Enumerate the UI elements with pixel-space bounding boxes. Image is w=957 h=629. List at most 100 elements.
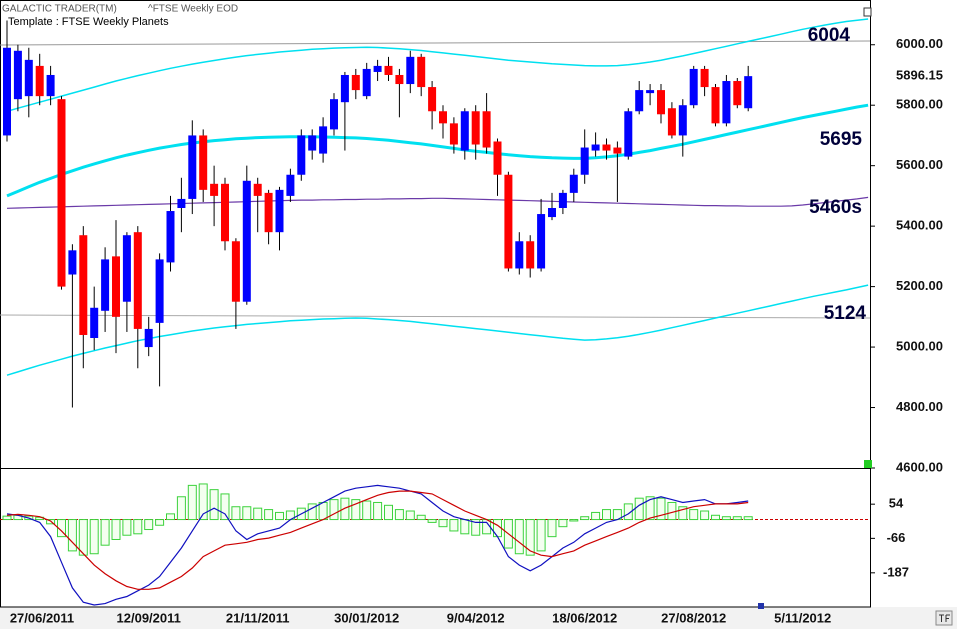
annotation: 5124: [824, 303, 867, 324]
histogram-bar: [514, 519, 524, 555]
candle-body: [13, 50, 22, 100]
scroll-marker[interactable]: [758, 603, 764, 609]
candle-body: [733, 81, 742, 106]
candle-body: [635, 90, 644, 112]
histogram-bar: [231, 506, 241, 521]
histogram-bar: [220, 493, 230, 521]
histogram-bar: [67, 519, 77, 552]
histogram-bar: [645, 496, 655, 521]
y-tick-label: 4600.00: [896, 459, 943, 474]
candle-body: [722, 81, 731, 124]
candle-body: [264, 192, 273, 233]
histogram-bar: [166, 513, 175, 521]
y-tick-label: 6000.00: [896, 36, 943, 51]
marks: 4600.00 4800.00 5000.00 5200.00 5400.00 5600.…: [0, 18, 943, 625]
overlay-line: [6, 103, 869, 198]
candle-body: [199, 135, 208, 190]
histogram-bar: [329, 499, 339, 521]
histogram-bar: [144, 519, 154, 531]
histogram-bar: [427, 519, 437, 523]
candle-body: [711, 87, 720, 124]
y-tick-label: 5400.00: [896, 218, 943, 233]
histogram-bar: [471, 519, 481, 536]
histogram-bar: [656, 497, 666, 521]
macd-line: [6, 490, 749, 590]
candle-body: [417, 56, 426, 88]
candle-body: [79, 235, 88, 335]
candle-body: [558, 192, 567, 208]
candle-body: [667, 108, 676, 136]
histogram-bar: [405, 510, 415, 521]
histogram-bar: [602, 509, 611, 521]
histogram-bar: [242, 506, 252, 521]
histogram-bar: [678, 506, 688, 521]
candle-body: [177, 198, 186, 208]
candle-body: [515, 241, 524, 269]
candle-body: [319, 126, 328, 154]
histogram-bar: [416, 514, 426, 521]
date-strip: [0, 607, 957, 629]
x-tick-label: 9/04/2012: [447, 610, 505, 625]
histogram-bar: [89, 519, 99, 555]
candle-body: [624, 111, 633, 157]
histogram-bar: [438, 519, 448, 528]
macd-line: [6, 484, 749, 606]
candle-body: [210, 183, 219, 196]
y-tick-label: 5000.00: [896, 339, 943, 354]
candle-body: [155, 259, 164, 323]
histogram-bar: [569, 519, 579, 522]
histogram-bar: [634, 497, 644, 521]
candle-body: [112, 256, 120, 317]
level-line: [0, 314, 871, 319]
candle-body: [449, 123, 458, 145]
candle-body: [122, 235, 131, 302]
histogram-bar: [373, 501, 383, 521]
histogram-bar: [155, 519, 165, 526]
histogram-bar: [187, 484, 197, 521]
candle-body: [591, 144, 600, 151]
x-tick-label: 12/09/2011: [117, 610, 181, 625]
y-tick-label: 5600.00: [896, 157, 943, 172]
histogram-bar: [133, 519, 143, 535]
tf-button[interactable]: [935, 610, 953, 626]
histogram-bar: [318, 501, 328, 521]
histogram-bar: [384, 504, 393, 521]
panel-handle[interactable]: [864, 460, 872, 468]
histogram-bar: [351, 499, 361, 521]
candle-body: [3, 47, 11, 136]
candle-body: [166, 211, 175, 263]
candle-body: [678, 105, 687, 136]
y-tick-label: 5800.00: [896, 97, 943, 112]
annotation: 6004: [808, 25, 851, 46]
level-line: [0, 40, 871, 46]
macd-panel-frame: [0, 468, 871, 608]
candle-body: [351, 74, 360, 91]
histogram-bar: [209, 489, 219, 521]
candle-body: [580, 147, 589, 175]
panel-button[interactable]: [863, 7, 872, 17]
histogram-bar: [689, 509, 699, 521]
x-tick-label: 27/08/2012: [661, 610, 726, 625]
y-tick-label: -187: [883, 564, 909, 579]
candle-body: [308, 135, 317, 151]
histogram-bar: [667, 501, 677, 521]
candle-body: [569, 174, 578, 193]
histogram-bar: [100, 519, 110, 546]
candle-body: [242, 180, 251, 302]
candle-body: [493, 141, 502, 175]
x-tick-label: 27/06/2011: [10, 610, 74, 625]
candle-body: [101, 259, 110, 311]
candle-body: [362, 68, 371, 97]
histogram-bar: [198, 483, 208, 521]
candle-body: [253, 183, 262, 196]
overlay-line: [6, 196, 869, 209]
template-name: Template : FTSE Weekly Planets: [8, 16, 169, 28]
annotation: 5695: [820, 129, 863, 150]
candle-body: [221, 183, 229, 242]
last-close-label: 5896.15: [896, 68, 943, 83]
histogram-bar: [253, 507, 263, 521]
histogram-bar: [721, 516, 731, 521]
histogram-bar: [591, 511, 601, 521]
y-tick-label: 4800.00: [896, 399, 943, 414]
